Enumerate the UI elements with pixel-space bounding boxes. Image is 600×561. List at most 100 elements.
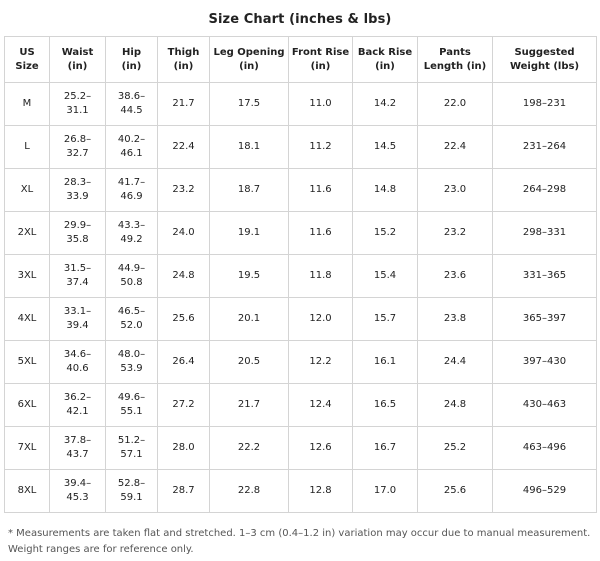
table-row: 6XL 36.2– 42.1 49.6– 55.1 27.2 21.7 12.4 16.5 2… bbox=[4, 383, 597, 427]
table-cell: 25.6 bbox=[157, 297, 210, 341]
table-cell: 12.0 bbox=[288, 297, 353, 341]
header-row: US Size Waist (in) Hip (in) Thigh (in) Leg O… bbox=[4, 36, 597, 83]
table-cell: 46.5– 52.0 bbox=[105, 297, 158, 341]
column-header: Thigh (in) bbox=[157, 36, 210, 83]
table-cell: 49.6– 55.1 bbox=[105, 383, 158, 427]
table-cell: 16.1 bbox=[352, 340, 418, 384]
column-header: Suggested Weight (lbs) bbox=[492, 36, 597, 83]
table-cell: 14.2 bbox=[352, 82, 418, 126]
table-row: 4XL 33.1– 39.4 46.5– 52.0 25.6 20.1 12.0 15.7 2… bbox=[4, 297, 597, 341]
table-cell: 22.8 bbox=[209, 469, 289, 513]
table-cell: 15.2 bbox=[352, 211, 418, 255]
table-cell: 16.7 bbox=[352, 426, 418, 470]
table-row: 8XL 39.4– 45.3 52.8– 59.1 28.7 22.8 12.8 17.0 2… bbox=[4, 469, 597, 513]
table-cell: 24.4 bbox=[417, 340, 493, 384]
table-row: 2XL 29.9– 35.8 43.3– 49.2 24.0 19.1 11.6 15.2 2… bbox=[4, 211, 597, 255]
table-cell: 264–298 bbox=[492, 168, 597, 212]
table-cell: 16.5 bbox=[352, 383, 418, 427]
table-cell: 21.7 bbox=[209, 383, 289, 427]
table-cell: 12.4 bbox=[288, 383, 353, 427]
table-cell: 24.8 bbox=[157, 254, 210, 298]
column-header: Waist (in) bbox=[49, 36, 106, 83]
size-label-cell: 3XL bbox=[4, 254, 50, 298]
table-cell: 298–331 bbox=[492, 211, 597, 255]
table-cell: 40.2– 46.1 bbox=[105, 125, 158, 169]
table-cell: 14.8 bbox=[352, 168, 418, 212]
table-header: US Size Waist (in) Hip (in) Thigh (in) Leg O… bbox=[4, 36, 597, 83]
table-cell: 11.0 bbox=[288, 82, 353, 126]
table-cell: 22.0 bbox=[417, 82, 493, 126]
table-cell: 51.2– 57.1 bbox=[105, 426, 158, 470]
column-header: Pants Length (in) bbox=[417, 36, 493, 83]
table-cell: 397–430 bbox=[492, 340, 597, 384]
size-label-cell: 8XL bbox=[4, 469, 50, 513]
size-label-cell: 2XL bbox=[4, 211, 50, 255]
page-title: Size Chart (inches & lbs) bbox=[208, 12, 392, 27]
size-label-cell: 4XL bbox=[4, 297, 50, 341]
table-cell: 331–365 bbox=[492, 254, 597, 298]
table-cell: 28.7 bbox=[157, 469, 210, 513]
table-cell: 38.6– 44.5 bbox=[105, 82, 158, 126]
size-chart-table: US Size Waist (in) Hip (in) Thigh (in) Leg O… bbox=[4, 36, 597, 513]
table-cell: 22.4 bbox=[417, 125, 493, 169]
table-cell: 25.2 bbox=[417, 426, 493, 470]
table-cell: 36.2– 42.1 bbox=[49, 383, 106, 427]
table-row: 3XL 31.5– 37.4 44.9– 50.8 24.8 19.5 11.8 15.4 2… bbox=[4, 254, 597, 298]
table-cell: 34.6– 40.6 bbox=[49, 340, 106, 384]
column-header: Back Rise (in) bbox=[352, 36, 418, 83]
column-header: Front Rise (in) bbox=[288, 36, 353, 83]
table-cell: 24.8 bbox=[417, 383, 493, 427]
table-row: XL 28.3– 33.9 41.7– 46.9 23.2 18.7 11.6 14.8 23… bbox=[4, 168, 597, 212]
table-cell: 37.8– 43.7 bbox=[49, 426, 106, 470]
table-row: 7XL 37.8– 43.7 51.2– 57.1 28.0 22.2 12.6 16.7 2… bbox=[4, 426, 597, 470]
table-cell: 20.5 bbox=[209, 340, 289, 384]
table-cell: 11.6 bbox=[288, 168, 353, 212]
column-header: Leg Opening (in) bbox=[209, 36, 289, 83]
table-row: 5XL 34.6– 40.6 48.0– 53.9 26.4 20.5 12.2 16.1 2… bbox=[4, 340, 597, 384]
column-header: US Size bbox=[4, 36, 50, 83]
table-cell: 25.2– 31.1 bbox=[49, 82, 106, 126]
table-cell: 52.8– 59.1 bbox=[105, 469, 158, 513]
table-cell: 496–529 bbox=[492, 469, 597, 513]
table-cell: 12.6 bbox=[288, 426, 353, 470]
table-cell: 18.7 bbox=[209, 168, 289, 212]
table-cell: 24.0 bbox=[157, 211, 210, 255]
table-cell: 41.7– 46.9 bbox=[105, 168, 158, 212]
table-cell: 26.8– 32.7 bbox=[49, 125, 106, 169]
table-cell: 11.2 bbox=[288, 125, 353, 169]
table-cell: 48.0– 53.9 bbox=[105, 340, 158, 384]
table-cell: 23.0 bbox=[417, 168, 493, 212]
table-cell: 27.2 bbox=[157, 383, 210, 427]
table-body: M 25.2– 31.1 38.6– 44.5 21.7 17.5 11.0 14.2 22.… bbox=[4, 82, 597, 513]
table-cell: 18.1 bbox=[209, 125, 289, 169]
table-cell: 28.3– 33.9 bbox=[49, 168, 106, 212]
table-cell: 12.8 bbox=[288, 469, 353, 513]
table-cell: 23.2 bbox=[157, 168, 210, 212]
table-cell: 14.5 bbox=[352, 125, 418, 169]
column-header: Hip (in) bbox=[105, 36, 158, 83]
table-cell: 15.7 bbox=[352, 297, 418, 341]
table-cell: 365–397 bbox=[492, 297, 597, 341]
table-cell: 15.4 bbox=[352, 254, 418, 298]
table-cell: 12.2 bbox=[288, 340, 353, 384]
table-cell: 31.5– 37.4 bbox=[49, 254, 106, 298]
size-label-cell: L bbox=[4, 125, 50, 169]
table-cell: 17.0 bbox=[352, 469, 418, 513]
table-cell: 430–463 bbox=[492, 383, 597, 427]
size-label-cell: 6XL bbox=[4, 383, 50, 427]
table-cell: 17.5 bbox=[209, 82, 289, 126]
table-cell: 29.9– 35.8 bbox=[49, 211, 106, 255]
table-cell: 463–496 bbox=[492, 426, 597, 470]
size-label-cell: 7XL bbox=[4, 426, 50, 470]
size-label-cell: M bbox=[4, 82, 50, 126]
table-cell: 198–231 bbox=[492, 82, 597, 126]
footnote: * Measurements are taken flat and stretc… bbox=[8, 528, 591, 555]
table-cell: 20.1 bbox=[209, 297, 289, 341]
table-cell: 11.8 bbox=[288, 254, 353, 298]
table-row: L 26.8– 32.7 40.2– 46.1 22.4 18.1 11.2 14.5 22.… bbox=[4, 125, 597, 169]
table-cell: 44.9– 50.8 bbox=[105, 254, 158, 298]
table-cell: 28.0 bbox=[157, 426, 210, 470]
table-cell: 19.5 bbox=[209, 254, 289, 298]
table-cell: 26.4 bbox=[157, 340, 210, 384]
table-row: M 25.2– 31.1 38.6– 44.5 21.7 17.5 11.0 14.2 22.… bbox=[4, 82, 597, 126]
